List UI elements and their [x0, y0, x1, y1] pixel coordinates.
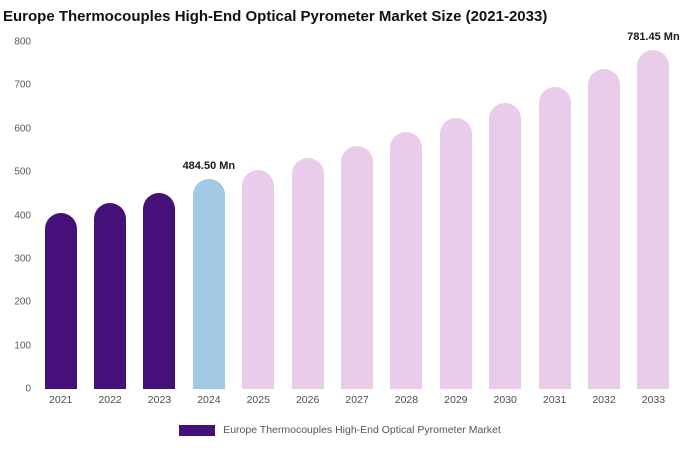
- bar-column-2028: [382, 42, 431, 389]
- x-tick-label-2027: 2027: [345, 394, 369, 406]
- bar-2027: [341, 146, 374, 389]
- y-tick-label-700: 700: [14, 79, 31, 91]
- bar-2033: [637, 50, 670, 389]
- y-tick-label-800: 800: [14, 36, 31, 48]
- x-tick-label-2031: 2031: [542, 394, 567, 406]
- x-tick-label-2032: 2032: [592, 394, 616, 406]
- x-tick-label-2024: 2024: [197, 394, 221, 406]
- bar-2032: [587, 69, 620, 389]
- x-tick-label-2028: 2028: [394, 394, 419, 406]
- y-axis: 0 100 200 300 400 500 600 700 800: [6, 37, 34, 395]
- x-axis: 2021 2022 2023 2024 2025 2026 2027 2028 2029 2030…: [36, 394, 678, 406]
- bar-2021: [44, 213, 77, 389]
- x-tick-label-2033: 2033: [641, 394, 666, 406]
- bar-2022: [94, 203, 127, 389]
- bar-column-2029: [431, 42, 480, 389]
- y-tick-label-200: 200: [14, 296, 31, 308]
- x-tick-label-2023: 2023: [147, 394, 172, 406]
- chart-title: Europe Thermocouples High-End Optical Py…: [3, 8, 548, 25]
- y-tick-label-500: 500: [14, 166, 31, 178]
- legend: Europe Thermocouples High-End Optical Py…: [0, 424, 680, 436]
- legend-label: Europe Thermocouples High-End Optical Py…: [223, 424, 501, 436]
- bar-column-2026: [283, 42, 332, 389]
- bar-column-2024: 484.50 Mn: [182, 42, 236, 389]
- bar-2025: [242, 169, 275, 389]
- y-tick-label-0: 0: [25, 383, 31, 395]
- bar-column-2031: [530, 42, 579, 389]
- bar-2029: [439, 117, 472, 389]
- bar-column-2032: [579, 42, 628, 389]
- bar-column-2022: [85, 42, 134, 389]
- bar-2023: [143, 192, 176, 389]
- x-tick-label-2026: 2026: [295, 394, 320, 406]
- bar-column-2023: [135, 42, 184, 389]
- bar-2031: [538, 86, 571, 389]
- bar-column-2021: [36, 42, 85, 389]
- x-tick-label-2025: 2025: [246, 394, 270, 406]
- bar-2030: [489, 102, 522, 389]
- x-tick-label-2022: 2022: [98, 394, 122, 406]
- x-tick-label-2029: 2029: [444, 394, 468, 406]
- x-tick-label-2021: 2021: [49, 394, 73, 406]
- bar-column-2025: [234, 42, 283, 389]
- y-tick-label-300: 300: [14, 253, 31, 265]
- y-tick-label-100: 100: [14, 340, 31, 352]
- bar-column-2030: [481, 42, 530, 389]
- data-label-2033: 781.45 Mn: [627, 31, 680, 44]
- y-tick-label-600: 600: [14, 123, 31, 135]
- bar-2024: [192, 178, 225, 389]
- plot-area: 484.50 Mn 781.45 Mn: [36, 31, 680, 389]
- bar-2026: [291, 158, 324, 389]
- bar-2028: [390, 132, 423, 389]
- x-tick-label-2030: 2030: [493, 394, 517, 406]
- bar-column-2033: 781.45 Mn: [627, 31, 680, 389]
- y-tick-label-400: 400: [14, 210, 31, 221]
- bar-column-2027: [332, 42, 381, 389]
- data-label-2024: 484.50 Mn: [182, 159, 236, 172]
- legend-swatch: [179, 424, 216, 436]
- bar-chart: 0 100 200 300 400 500 600 700 800 484.50 Mn 781.4…: [6, 31, 680, 395]
